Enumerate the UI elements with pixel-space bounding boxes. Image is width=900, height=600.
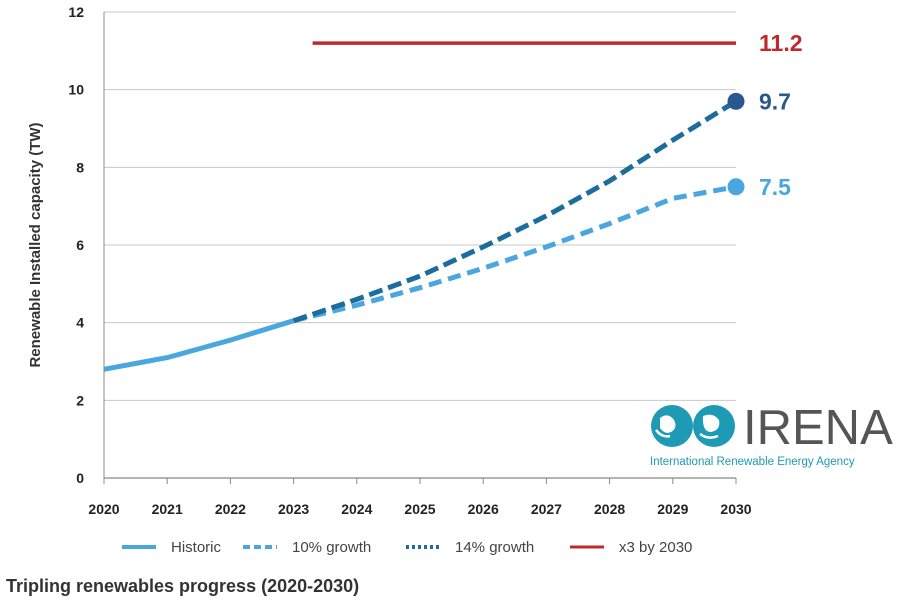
x-tick-label: 2020 (88, 501, 119, 517)
legend-label: 10% growth (292, 539, 371, 556)
x-tick-label: 2027 (531, 501, 562, 517)
end-label: 9.7 (759, 88, 791, 114)
chart-title: Tripling renewables progress (2020-2030) (6, 576, 360, 596)
y-axis-label: Renewable Installed capacity (TW) (27, 122, 44, 367)
y-tick-label: 0 (76, 470, 84, 486)
y-tick-label: 8 (76, 159, 84, 175)
y-tick-label: 4 (76, 315, 84, 331)
irena-logo: IRENA International Renewable Energy Age… (650, 401, 893, 468)
legend-label: 14% growth (455, 539, 534, 556)
series-line-historic (103, 318, 295, 372)
logo-name: IRENA (743, 401, 893, 455)
x-tick-label: 2022 (215, 501, 246, 517)
end-marker-10-growth (727, 178, 745, 196)
legend: Historic 10% growth 14% growth x3 by 2030 (122, 539, 692, 556)
legend-label: Historic (171, 539, 222, 556)
irena-globe-icon (651, 405, 735, 447)
x-tick-label: 2029 (657, 501, 688, 517)
gridlines (104, 11, 736, 401)
logo-subtitle: International Renewable Energy Agency (650, 456, 855, 468)
x-tick-label: 2025 (404, 501, 435, 517)
end-marker-14-growth (727, 92, 745, 110)
x-tick-label: 2030 (720, 501, 751, 517)
axes: 0 2 4 6 8 10 12 2020 2021 2022 2023 2024 2025 2026 202… (68, 4, 751, 517)
x-tick-label: 2028 (594, 501, 625, 517)
series-lines (103, 41, 745, 372)
end-labels: 11.2 9.7 7.5 (759, 30, 803, 200)
x-tick-label: 2023 (278, 501, 309, 517)
y-tick-label: 12 (68, 4, 84, 20)
legend-label: x3 by 2030 (619, 539, 692, 556)
x-tick-label: 2026 (468, 501, 499, 517)
y-tick-label: 2 (76, 392, 84, 408)
series-line-14-growth (292, 99, 738, 324)
y-tick-label: 6 (76, 237, 84, 253)
x-tick-label: 2021 (152, 501, 183, 517)
series-line-10-growth (293, 184, 737, 324)
end-label: 11.2 (759, 30, 803, 56)
y-tick-label: 10 (68, 82, 84, 98)
x-tick-label: 2024 (341, 501, 372, 517)
end-label: 7.5 (759, 174, 791, 200)
